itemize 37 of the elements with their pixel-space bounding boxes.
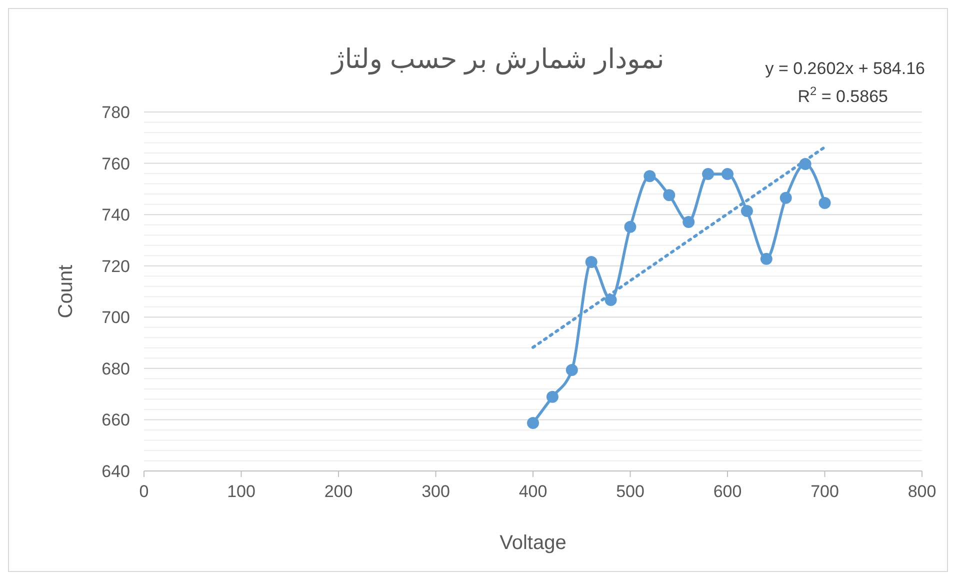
x-tick-label: 800 bbox=[908, 482, 936, 501]
y-tick-label: 720 bbox=[102, 256, 130, 276]
point bbox=[682, 216, 695, 228]
x-tick-label: 600 bbox=[713, 482, 742, 501]
point bbox=[644, 170, 656, 182]
x-tick-label: 100 bbox=[227, 482, 256, 501]
y-tick-label: 680 bbox=[102, 359, 130, 378]
y-tick-label: 660 bbox=[102, 410, 130, 430]
x-tick-label: 0 bbox=[139, 482, 149, 501]
y-axis-title: Count bbox=[55, 264, 77, 318]
x-tick-label: 400 bbox=[518, 482, 548, 501]
point bbox=[624, 220, 636, 233]
point bbox=[780, 192, 792, 204]
point bbox=[663, 189, 676, 202]
text: y = 0.2602x + 584.16 bbox=[765, 59, 925, 78]
point bbox=[527, 417, 539, 430]
text: R$^{2}$ = 0.5865 bbox=[798, 84, 888, 106]
point bbox=[604, 294, 617, 306]
point bbox=[818, 197, 831, 210]
y-tick-label: 740 bbox=[102, 206, 130, 225]
point bbox=[546, 390, 558, 403]
y-tick-label: 640 bbox=[102, 462, 130, 481]
y-tick-label: 780 bbox=[102, 103, 130, 122]
x-tick-label: 700 bbox=[810, 482, 839, 501]
point bbox=[760, 252, 772, 265]
point bbox=[585, 256, 598, 268]
chart-title: نمودار شمارش بر حسب ولتاژ bbox=[330, 44, 664, 75]
x-tick-label: 500 bbox=[616, 482, 644, 501]
x-axis-title: Voltage bbox=[500, 532, 566, 554]
x-tick-label: 300 bbox=[422, 482, 450, 501]
point bbox=[702, 168, 714, 180]
point bbox=[740, 204, 753, 217]
point bbox=[566, 364, 578, 376]
y-tick-label: 700 bbox=[102, 308, 130, 328]
point bbox=[722, 168, 734, 180]
y-tick-label: 760 bbox=[102, 154, 130, 174]
x-tick-label: 200 bbox=[324, 482, 353, 501]
